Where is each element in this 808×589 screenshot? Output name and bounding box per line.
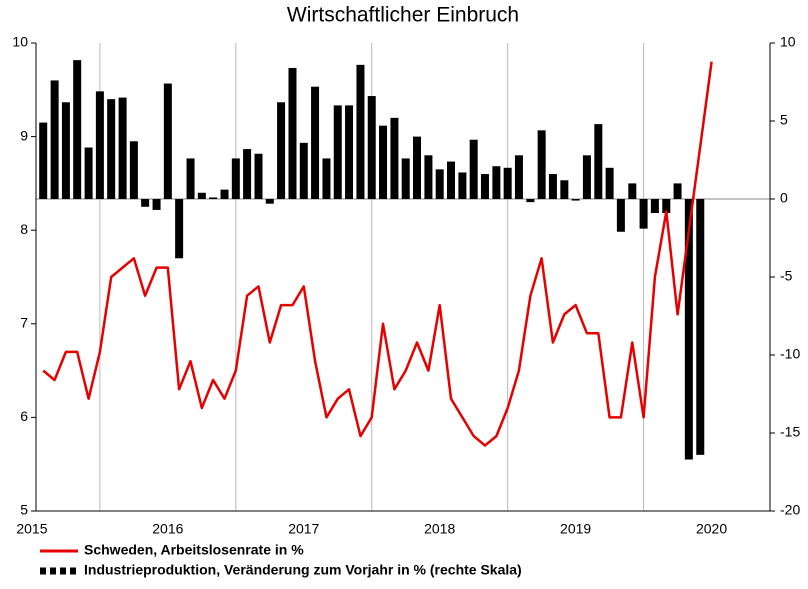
bar: [480, 174, 489, 199]
y-tick-label: 7: [20, 315, 28, 331]
y2-tick-label: -15: [780, 424, 800, 440]
bar: [673, 183, 682, 199]
bar: [435, 169, 444, 199]
bar: [446, 161, 455, 199]
bar: [514, 155, 523, 199]
bar: [594, 124, 603, 199]
bar: [129, 141, 138, 199]
bar: [50, 80, 59, 199]
chart-title: Wirtschaftlicher Einbruch: [287, 4, 519, 27]
bar: [220, 189, 229, 199]
bar: [662, 199, 671, 214]
x-tick-label: 2017: [288, 521, 319, 537]
bar: [311, 86, 320, 199]
legend: Schweden, Arbeitslosenrate in % Industri…: [40, 542, 522, 578]
bar: [696, 199, 705, 455]
bar: [163, 83, 172, 199]
bar: [492, 166, 501, 199]
bar: [356, 64, 365, 199]
bar: [390, 117, 399, 199]
bar: [288, 67, 297, 200]
bar: [107, 99, 116, 199]
x-tick-label: 2018: [424, 521, 455, 537]
bar: [469, 139, 478, 199]
y-tick-label: 9: [20, 127, 28, 143]
y-tick-label: 8: [20, 221, 28, 237]
bar: [560, 180, 569, 199]
bar: [548, 174, 557, 199]
bar: [254, 153, 263, 199]
bar: [458, 172, 467, 199]
bar: [684, 199, 693, 460]
bar: [628, 183, 637, 199]
bar: [639, 199, 648, 229]
bar: [197, 192, 206, 199]
legend-label: Schweden, Arbeitslosenrate in %: [84, 542, 304, 558]
bar: [299, 142, 308, 199]
legend-label: Industrieproduktion, Veränderung zum Vor…: [84, 562, 522, 578]
bar: [526, 199, 535, 203]
bar: [322, 158, 331, 199]
bar: [424, 155, 433, 199]
bar: [345, 105, 354, 199]
x-tick-label: 2019: [560, 521, 591, 537]
bar: [73, 60, 82, 199]
bar: [503, 167, 512, 199]
bar: [61, 102, 70, 199]
bar: [582, 155, 591, 199]
bar: [39, 122, 48, 199]
y2-tick-label: 10: [780, 34, 796, 50]
bar: [265, 199, 274, 204]
bar: [95, 91, 104, 199]
bar: [401, 158, 410, 199]
y-tick-label: 10: [12, 34, 28, 50]
x-tick-label: 2020: [696, 521, 727, 537]
y2-tick-label: -5: [780, 268, 793, 284]
bar: [379, 125, 388, 199]
x-tick-label: 2016: [152, 521, 183, 537]
bar: [186, 158, 195, 199]
line: [42, 61, 713, 447]
bar: [231, 158, 240, 199]
y2-tick-label: -20: [780, 502, 800, 518]
y2-tick-label: 0: [780, 190, 788, 206]
bar: [243, 149, 252, 199]
plot-area: [39, 60, 713, 460]
y-tick-label: 5: [20, 502, 28, 518]
x-tick-label: 2015: [16, 521, 47, 537]
bar: [118, 97, 127, 199]
bar: [537, 130, 546, 199]
y2-tick-label: -10: [780, 346, 800, 362]
bar: [152, 199, 161, 210]
y2-tick-label: 5: [780, 112, 788, 128]
bar: [209, 197, 218, 199]
bar: [650, 199, 659, 214]
bar: [277, 102, 286, 199]
bar: [571, 199, 580, 201]
bar: [605, 167, 614, 199]
bar: [413, 136, 422, 199]
bar: [84, 147, 93, 199]
bar: [141, 199, 150, 207]
bar: [175, 199, 184, 259]
y-tick-label: 6: [20, 408, 28, 424]
bar: [616, 199, 625, 232]
bar: [333, 105, 342, 199]
bar: [367, 96, 376, 199]
